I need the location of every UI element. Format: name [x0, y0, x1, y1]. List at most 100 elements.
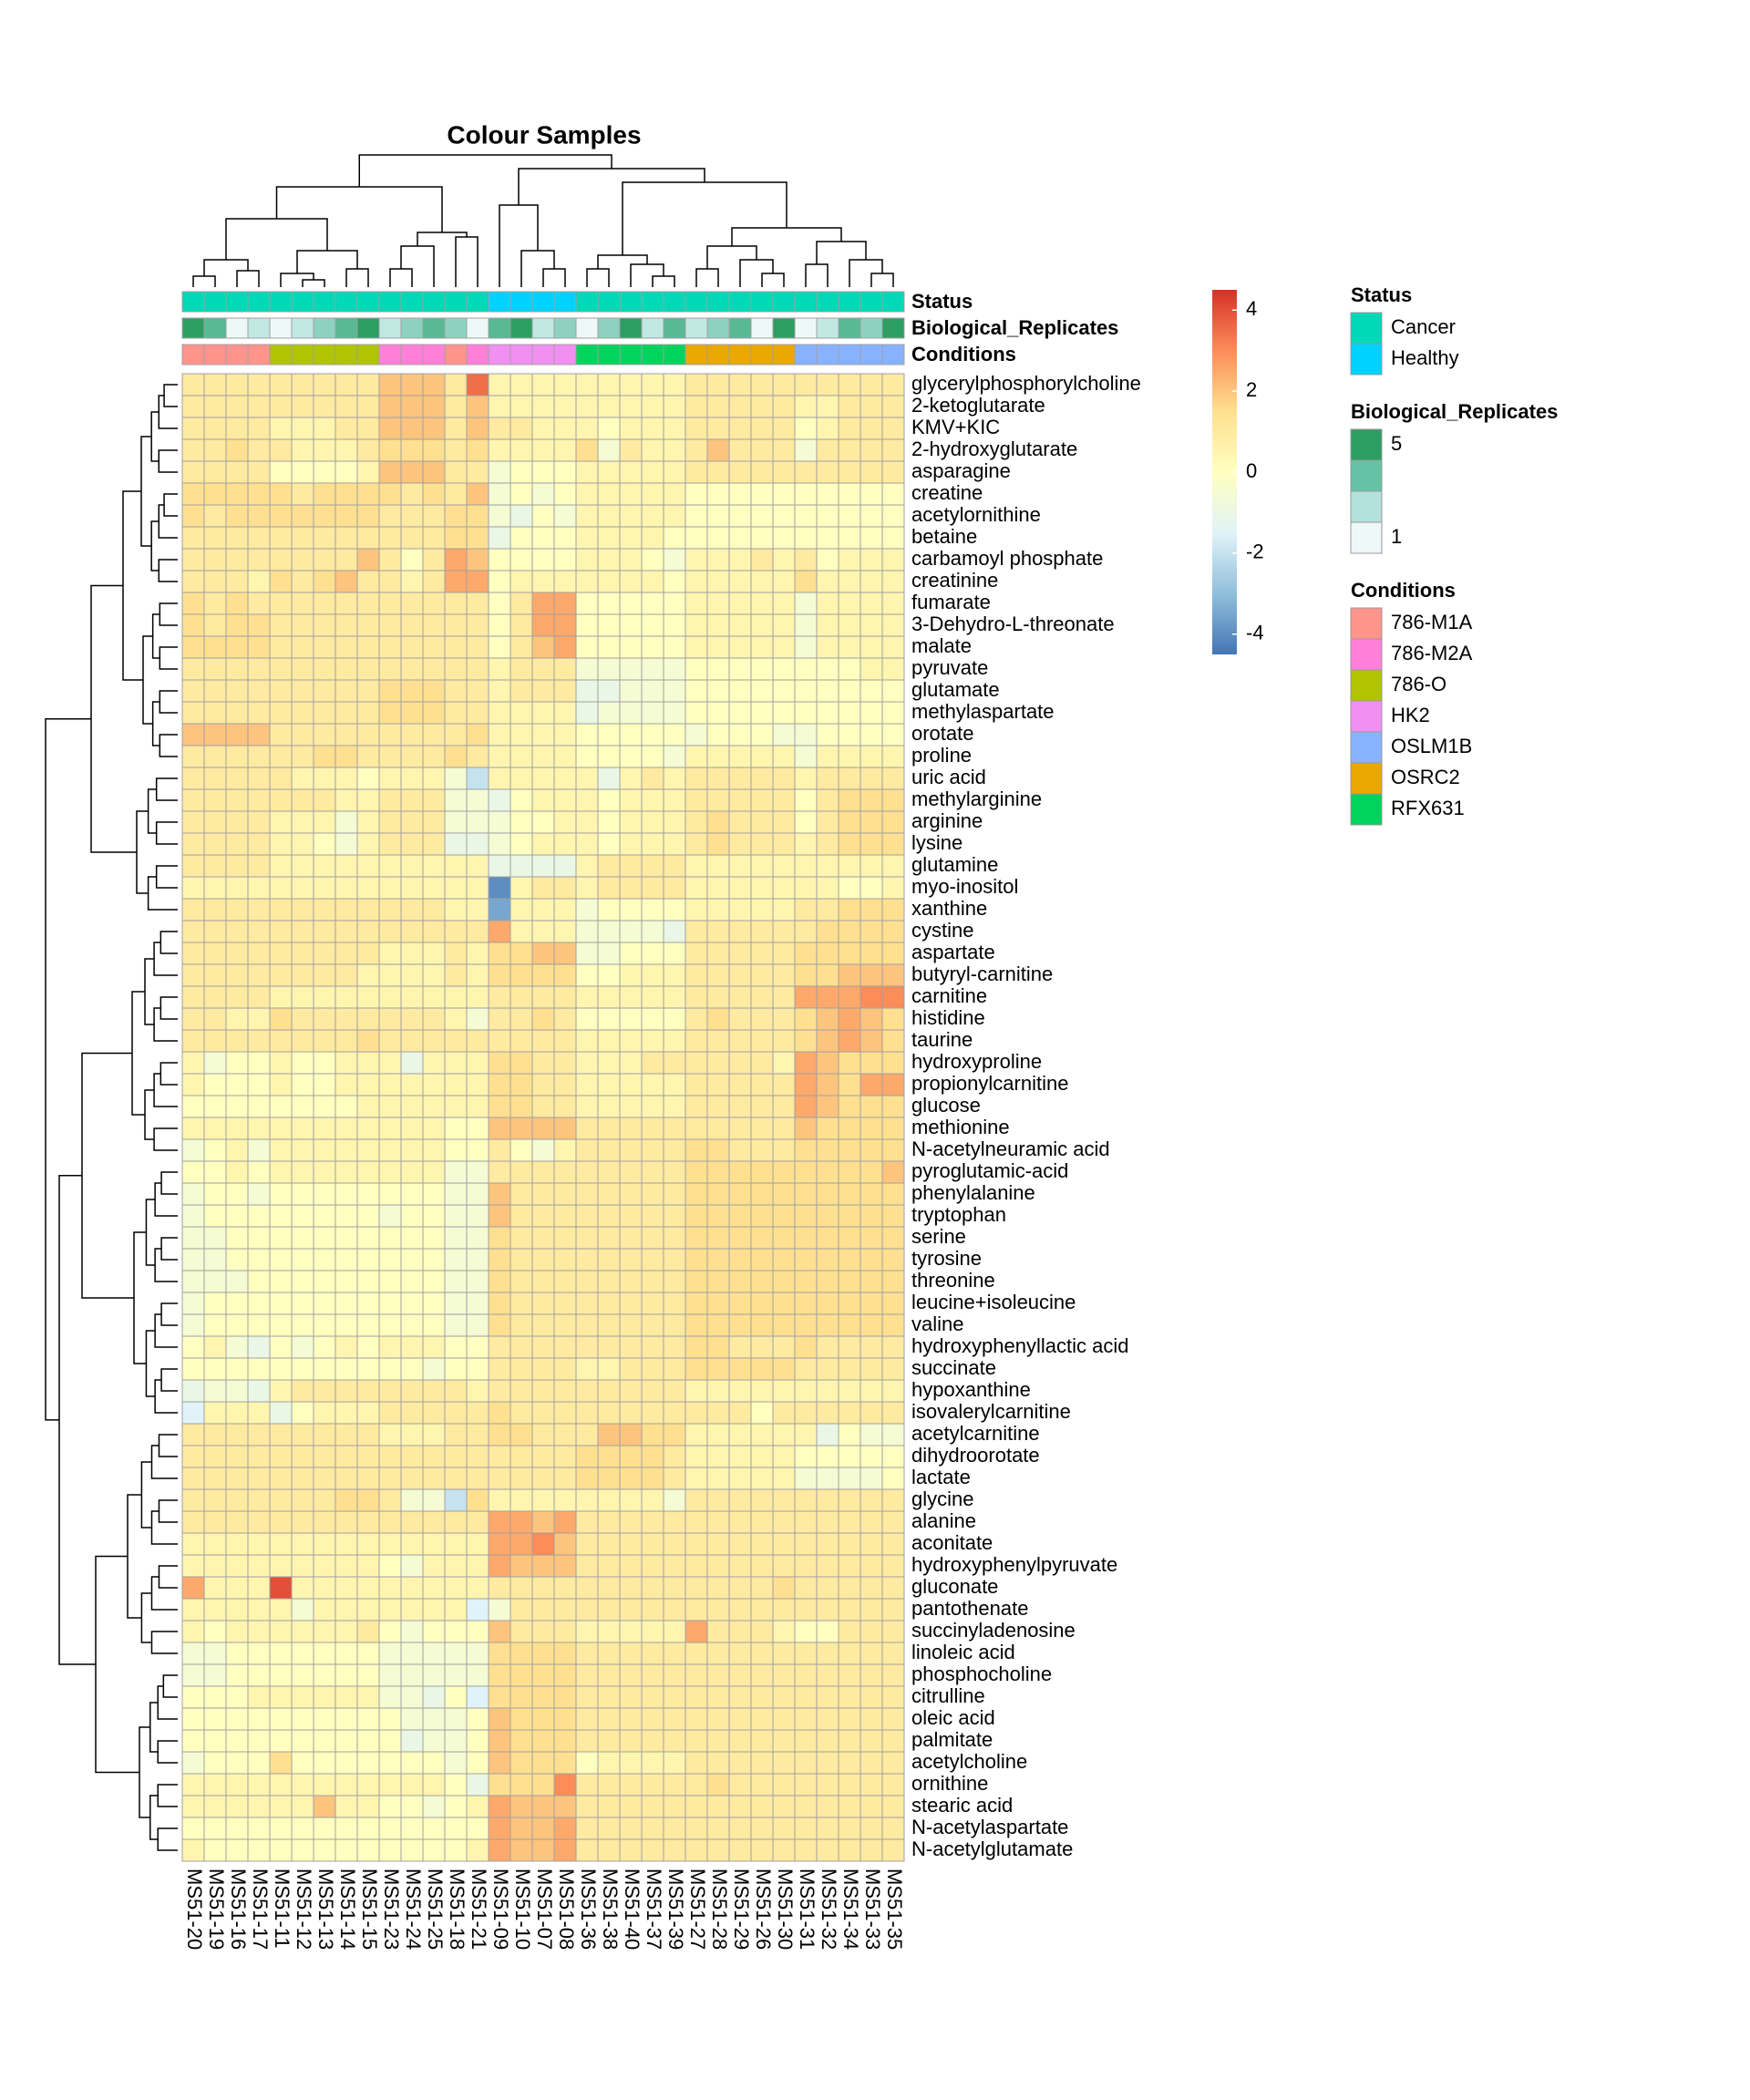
- heatmap-cell: [400, 1532, 424, 1556]
- heatmap-cell: [313, 963, 336, 987]
- heatmap-cell: [247, 1773, 271, 1796]
- heatmap-cell: [378, 1226, 402, 1250]
- heatmap-cell: [400, 438, 424, 462]
- heatmap-cell: [685, 963, 708, 987]
- heatmap-cell: [225, 1248, 249, 1271]
- heatmap-cell: [838, 788, 861, 812]
- heatmap-cell: [816, 1445, 839, 1468]
- heatmap-cell: [641, 1335, 664, 1359]
- heatmap-cell: [400, 570, 424, 593]
- heatmap-cell: [488, 526, 511, 550]
- heatmap-cell: [466, 504, 489, 528]
- heatmap-cell: [597, 548, 621, 571]
- heatmap-cell: [838, 1095, 861, 1118]
- heatmap-cell: [663, 788, 686, 812]
- heatmap-cell: [641, 1095, 664, 1118]
- heatmap-cell: [335, 832, 358, 856]
- heatmap-cell: [247, 985, 271, 1009]
- heatmap-cell: [225, 482, 249, 506]
- heatmap-cell: [335, 1685, 358, 1709]
- heatmap-cell: [247, 417, 271, 440]
- heatmap-cell: [838, 482, 861, 506]
- row-label: hydroxyproline: [911, 1050, 1042, 1073]
- heatmap-cell: [203, 1795, 227, 1818]
- heatmap-cell: [794, 1248, 818, 1271]
- heatmap-cell: [444, 854, 468, 878]
- heatmap-cell: [181, 1598, 205, 1621]
- heatmap-cell: [794, 504, 818, 528]
- heatmap-cell: [706, 460, 730, 484]
- heatmap-cell: [510, 1488, 533, 1512]
- heatmap-cell: [728, 1029, 752, 1053]
- annotation-cell: [772, 291, 796, 313]
- heatmap-cell: [335, 1007, 358, 1031]
- heatmap-cell: [313, 482, 336, 506]
- heatmap-cell: [597, 1467, 621, 1490]
- heatmap-cell: [422, 1073, 446, 1096]
- heatmap-cell: [291, 417, 314, 440]
- heatmap-cell: [510, 745, 533, 768]
- heatmap-cell: [181, 1445, 205, 1468]
- heatmap-cell: [881, 963, 905, 987]
- heatmap-cell: [531, 592, 555, 615]
- row-label: hydroxyphenyllactic acid: [911, 1334, 1128, 1357]
- annotation-label: Biological_Replicates: [911, 316, 1118, 339]
- heatmap-cell: [291, 1663, 314, 1687]
- heatmap-cell: [356, 1532, 380, 1556]
- heatmap-cell: [378, 1729, 402, 1753]
- heatmap-cell: [466, 1532, 489, 1556]
- heatmap-cell: [685, 373, 708, 396]
- legend-label: HK2: [1391, 704, 1430, 726]
- heatmap-cell: [838, 1379, 861, 1403]
- heatmap-cell: [706, 963, 730, 987]
- heatmap-cell: [291, 1073, 314, 1096]
- heatmap-cell: [422, 1423, 446, 1446]
- heatmap-cell: [685, 1751, 708, 1775]
- heatmap-cell: [488, 635, 511, 659]
- heatmap-cell: [400, 504, 424, 528]
- row-label: leucine+isoleucine: [911, 1291, 1076, 1313]
- heatmap-cell: [488, 1226, 511, 1250]
- heatmap-cell: [881, 985, 905, 1009]
- heatmap-cell: [575, 482, 599, 506]
- heatmap-cell: [728, 1423, 752, 1446]
- heatmap-cell: [356, 1554, 380, 1578]
- heatmap-cell: [291, 876, 314, 900]
- heatmap-cell: [597, 1379, 621, 1403]
- heatmap-cell: [860, 876, 883, 900]
- heatmap-cell: [203, 1707, 227, 1731]
- heatmap-cell: [685, 1642, 708, 1665]
- heatmap-cell: [356, 1379, 380, 1403]
- heatmap-cell: [619, 1729, 643, 1753]
- heatmap-cell: [619, 635, 643, 659]
- heatmap-cell: [225, 438, 249, 462]
- heatmap-cell: [510, 1073, 533, 1096]
- dendrogram: [160, 931, 178, 954]
- heatmap-cell: [553, 1095, 577, 1118]
- heatmap-cell: [575, 1510, 599, 1534]
- heatmap-cell: [881, 876, 905, 900]
- heatmap-cell: [728, 482, 752, 506]
- heatmap-cell: [685, 1248, 708, 1271]
- heatmap-cell: [356, 1795, 380, 1818]
- heatmap-cell: [247, 876, 271, 900]
- heatmap-cell: [313, 570, 336, 593]
- heatmap-cell: [203, 417, 227, 440]
- heatmap-cell: [488, 1554, 511, 1578]
- heatmap-cell: [335, 701, 358, 725]
- heatmap-cell: [335, 1729, 358, 1753]
- heatmap-cell: [356, 767, 380, 790]
- heatmap-cell: [444, 1707, 468, 1731]
- heatmap-cell: [553, 1313, 577, 1337]
- heatmap-cell: [531, 1095, 555, 1118]
- heatmap-cell: [816, 1576, 839, 1600]
- annotation-cell: [313, 344, 336, 365]
- heatmap-cell: [816, 1313, 839, 1337]
- heatmap-cell: [641, 920, 664, 943]
- heatmap-cell: [203, 1160, 227, 1184]
- heatmap-cell: [488, 613, 511, 637]
- column-label: MS51-08: [555, 1868, 578, 1950]
- heatmap-cell: [510, 1270, 533, 1293]
- heatmap-cell: [269, 1204, 293, 1228]
- heatmap-cell: [553, 613, 577, 637]
